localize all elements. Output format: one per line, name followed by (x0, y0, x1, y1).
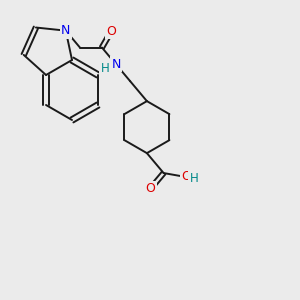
Text: N: N (61, 24, 70, 37)
Text: H: H (190, 172, 199, 185)
Text: O: O (181, 170, 191, 183)
Text: O: O (106, 25, 116, 38)
Text: O: O (145, 182, 155, 196)
Text: N: N (111, 58, 121, 71)
Text: H: H (101, 62, 110, 75)
